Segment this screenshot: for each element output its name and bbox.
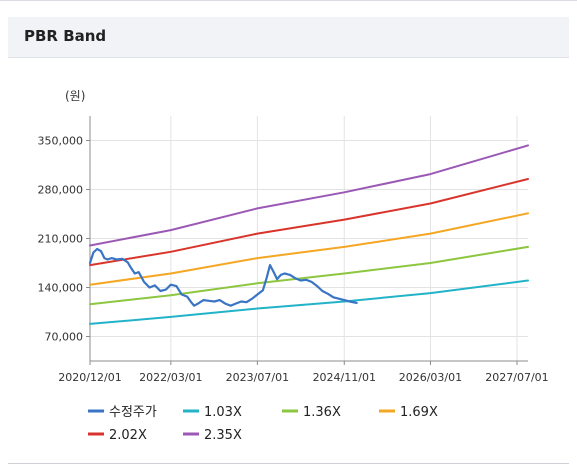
series-line-1-69X (89, 212, 529, 286)
series-line-2-35X (89, 144, 529, 247)
series-line-1-03X (89, 279, 529, 325)
chart-grid (89, 116, 528, 361)
panel-header: PBR Band (8, 17, 569, 58)
series-line-2-02X (89, 178, 529, 267)
panel-bottom-divider (8, 463, 569, 464)
legend-label: 1.69X (400, 405, 438, 420)
legend-label: 2.02X (109, 428, 147, 443)
y-tick-label: 280,000 (38, 184, 84, 197)
legend-label: 수정주가 (109, 405, 157, 420)
series-line-1-36X (89, 245, 529, 306)
chart-series (88, 144, 529, 325)
series-line-price (88, 247, 358, 307)
y-tick-label: 350,000 (38, 135, 84, 148)
x-tick-label: 2020/12/01 (58, 371, 121, 384)
y-tick-label: 70,000 (45, 331, 84, 344)
y-axis-ticks: 70,000 140,000 210,000 280,000 350,000 (38, 135, 90, 344)
y-tick-label: 210,000 (38, 233, 84, 246)
y-axis-unit-label: (원) (65, 89, 85, 103)
legend-label: 1.03X (204, 405, 242, 420)
panel-title: PBR Band (24, 27, 107, 45)
x-tick-label: 2023/07/01 (226, 371, 289, 384)
y-tick-label: 140,000 (38, 282, 84, 295)
legend-label: 2.35X (204, 428, 242, 443)
x-tick-label: 2024/11/01 (313, 371, 376, 384)
legend-label: 1.36X (303, 405, 341, 420)
x-tick-label: 2022/03/01 (139, 371, 202, 384)
chart-legend: 수정주가 1.03X 1.36X 1.69X 2.02X 2.35X (88, 405, 438, 443)
x-tick-label: 2026/03/01 (399, 371, 462, 384)
x-tick-label: 2027/07/01 (485, 371, 548, 384)
x-axis-ticks: 2020/12/01 2022/03/01 2023/07/01 2024/11/01… (58, 361, 549, 384)
